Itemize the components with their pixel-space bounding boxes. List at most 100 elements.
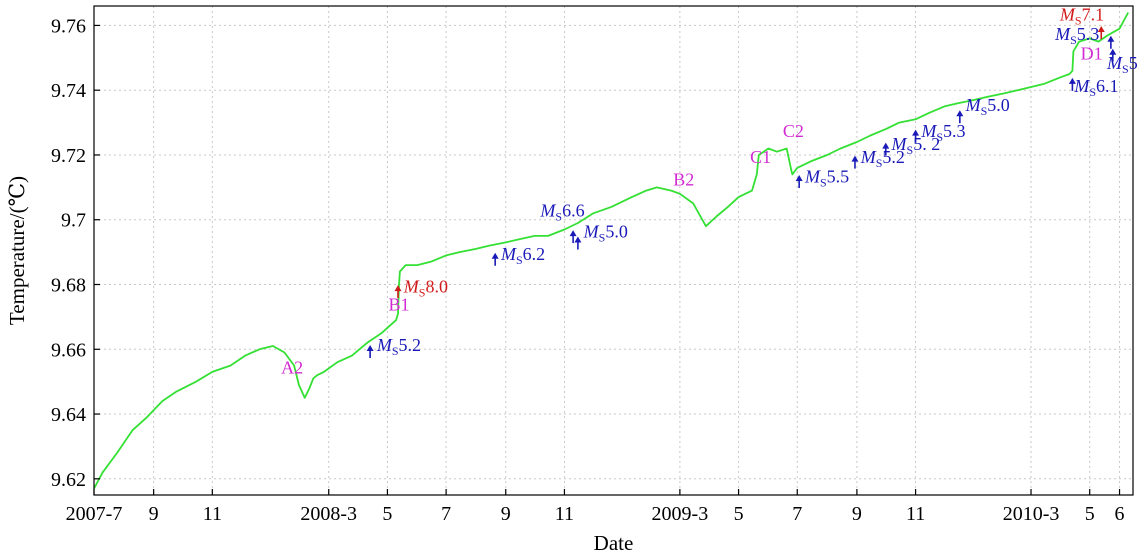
- x-tick-label: 11: [555, 503, 574, 525]
- tick-marks: [93, 24, 1121, 495]
- magnitude-symbol: M: [539, 200, 556, 220]
- arrow-head: [912, 129, 920, 136]
- magnitude-symbol: M: [920, 121, 937, 141]
- magnitude-value: 5.5: [827, 166, 850, 186]
- magnitude-value: 6.1: [1096, 76, 1119, 96]
- magnitude-subscript: S: [1089, 85, 1096, 99]
- magnitude-symbol: M: [1054, 24, 1071, 44]
- quake-label: MS5.2: [376, 335, 421, 358]
- annotation-label: B2: [673, 170, 694, 190]
- quake-label: MS5.3: [920, 121, 965, 144]
- magnitude-value: 8.0: [425, 277, 448, 297]
- magnitude-value: 5.0: [987, 95, 1010, 115]
- magnitude-symbol: M: [500, 244, 517, 264]
- quake-label: MS6.1: [1073, 76, 1118, 99]
- magnitude-value: 5.2: [882, 147, 905, 167]
- magnitude-subscript: S: [1070, 33, 1077, 47]
- annotations: A2B1B2C1C2D1MS5.2MS8.0MS6.2MS6.6MS5.0MS5…: [281, 5, 1139, 378]
- quake-label: MS5.3: [1054, 24, 1099, 47]
- magnitude-subscript: S: [981, 104, 988, 118]
- magnitude-symbol: M: [403, 277, 420, 297]
- magnitude-value: 5.2: [399, 335, 422, 355]
- plot-frame: [93, 5, 1134, 496]
- temperature-series-line: [93, 12, 1129, 489]
- quake-label: MS8.0: [403, 277, 448, 300]
- magnitude-subscript: S: [516, 253, 523, 267]
- arrow-head: [851, 155, 859, 162]
- x-tick-label: 7: [792, 503, 802, 525]
- magnitude-symbol: M: [583, 222, 600, 242]
- magnitude-subscript: S: [555, 209, 562, 223]
- x-tick-label: 9: [852, 503, 862, 525]
- quake-label: MS7.1: [1059, 5, 1104, 28]
- quake-label: MS5.5: [804, 166, 849, 189]
- magnitude-subscript: S: [599, 231, 606, 245]
- y-tick-label: 9.76: [51, 15, 86, 37]
- quake-label: MS5.2: [860, 147, 905, 170]
- quake-label: MS6.2: [500, 244, 545, 267]
- y-axis-label: Temperature/(℃): [5, 176, 29, 325]
- magnitude-subscript: S: [392, 344, 399, 358]
- magnitude-symbol: M: [1059, 5, 1076, 25]
- x-tick-labels: 2007-7 9 11 2008-3 5 7 9 11 2009-3 5 7 9 11 2010-3 5 6: [66, 503, 1125, 525]
- magnitude-value: 5. 2: [913, 134, 940, 154]
- arrow-head: [1068, 77, 1076, 84]
- magnitude-symbol: M: [965, 95, 982, 115]
- magnitude-symbol: M: [860, 147, 877, 167]
- quake-label: MS5. 2: [891, 134, 941, 157]
- x-tick-label: 6: [1115, 503, 1125, 525]
- x-tick-label: 9: [501, 503, 511, 525]
- annotation-label: D1: [1081, 43, 1103, 63]
- y-tick-label: 9.74: [51, 80, 86, 102]
- magnitude-value: 5.3: [1129, 53, 1139, 73]
- x-axis-label: Date: [594, 531, 634, 555]
- x-tick-label: 2009-3: [652, 503, 709, 525]
- arrow-head: [569, 230, 577, 237]
- magnitude-symbol: M: [1106, 53, 1123, 73]
- arrow-head: [882, 142, 890, 149]
- magnitude-subscript: S: [1075, 14, 1082, 28]
- arrow-head: [795, 175, 803, 182]
- x-tick-label: 2007-7: [66, 503, 123, 525]
- quake-label: MS5.0: [965, 95, 1010, 118]
- series-group: [93, 12, 1129, 489]
- x-tick-label: 11: [203, 503, 222, 525]
- magnitude-value: 5.0: [605, 222, 628, 242]
- x-tick-label: 5: [734, 503, 744, 525]
- magnitude-subscript: S: [876, 156, 883, 170]
- magnitude-value: 5.3: [943, 121, 966, 141]
- arrow-head: [1109, 48, 1117, 55]
- y-tick-label: 9.68: [51, 275, 86, 297]
- magnitude-subscript: S: [820, 175, 827, 189]
- magnitude-subscript: S: [907, 143, 914, 157]
- x-tick-label: 5: [1085, 503, 1095, 525]
- magnitude-subscript: S: [936, 130, 943, 144]
- quake-label: MS5.3: [1106, 53, 1139, 76]
- quake-label: MS6.6: [539, 200, 584, 223]
- quake-label: MS5.0: [583, 222, 628, 245]
- x-tick-label: 7: [441, 503, 451, 525]
- arrow-head: [394, 285, 402, 292]
- arrow-head: [956, 110, 964, 117]
- x-tick-label: 2010-3: [1003, 503, 1060, 525]
- magnitude-value: 6.6: [562, 200, 585, 220]
- magnitude-value: 7.1: [1082, 5, 1105, 25]
- x-tick-label: 2008-3: [300, 503, 357, 525]
- magnitude-value: 5.3: [1077, 24, 1100, 44]
- y-tick-label: 9.72: [51, 145, 86, 167]
- annotation-label: B1: [388, 294, 409, 314]
- arrow-head: [574, 236, 582, 243]
- arrow-head: [366, 345, 374, 352]
- x-tick-label: 11: [906, 503, 925, 525]
- magnitude-symbol: M: [376, 335, 393, 355]
- magnitude-subscript: S: [1122, 62, 1129, 76]
- magnitude-value: 6.2: [523, 244, 546, 264]
- arrow-head: [1097, 26, 1105, 33]
- magnitude-subscript: S: [419, 286, 426, 300]
- magnitude-symbol: M: [1073, 76, 1090, 96]
- magnitude-symbol: M: [804, 166, 821, 186]
- x-tick-label: 9: [149, 503, 159, 525]
- annotation-label: C1: [750, 147, 771, 167]
